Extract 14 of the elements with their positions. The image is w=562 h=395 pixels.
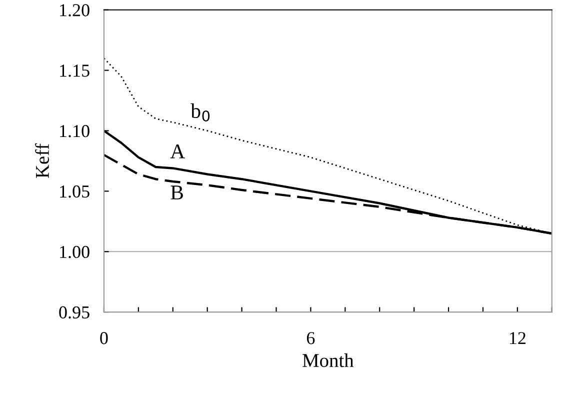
y-axis-title: Keff <box>35 143 49 178</box>
y-tick-label: 1.15 <box>60 64 90 77</box>
series-label: A <box>170 144 185 158</box>
series-label: B <box>170 186 183 200</box>
x-axis-title: Month <box>302 353 354 368</box>
y-tick-label: 1.20 <box>60 4 90 16</box>
y-tick-label: 0.95 <box>59 306 90 319</box>
x-tick-label: 0 <box>100 332 108 344</box>
x-tick-label: 6 <box>306 332 315 344</box>
y-tick-label: 1.00 <box>60 246 90 258</box>
x-tick-label: 12 <box>510 332 526 344</box>
y-tick-label: 1.05 <box>60 185 90 198</box>
series-label: b$_{0}$ <box>190 103 210 122</box>
y-tick-label: 1.10 <box>60 125 90 138</box>
